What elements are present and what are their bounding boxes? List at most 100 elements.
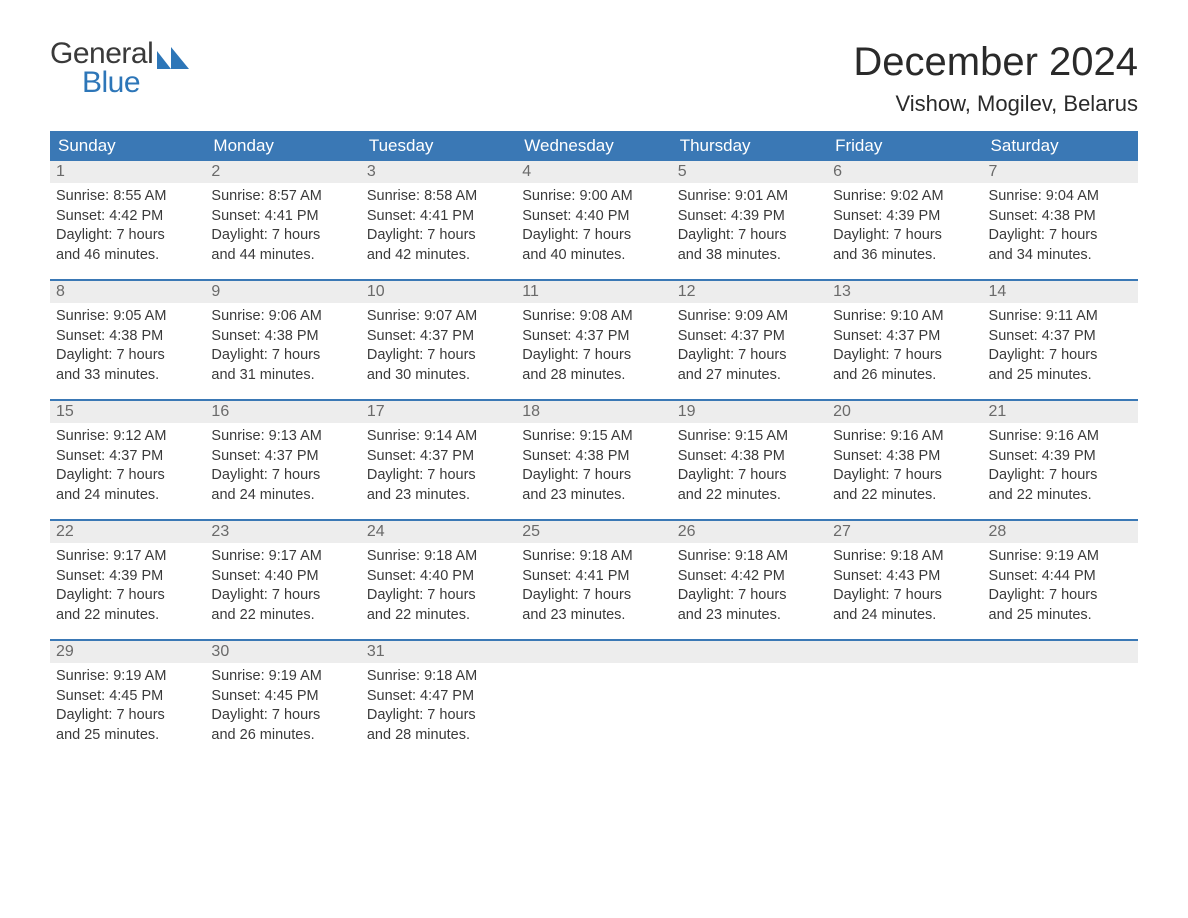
day-sunrise: Sunrise: 9:15 AM bbox=[678, 427, 821, 447]
day-header: Monday bbox=[205, 131, 360, 161]
brand-word-general: General bbox=[50, 40, 153, 69]
day-sunrise: Sunrise: 9:19 AM bbox=[211, 667, 354, 687]
week-row: 1Sunrise: 8:55 AMSunset: 4:42 PMDaylight… bbox=[50, 161, 1138, 279]
day-sunrise: Sunrise: 9:19 AM bbox=[989, 547, 1132, 567]
day-day2: and 42 minutes. bbox=[367, 246, 510, 266]
day-cell: 31Sunrise: 9:18 AMSunset: 4:47 PMDayligh… bbox=[361, 641, 516, 759]
day-day2: and 33 minutes. bbox=[56, 366, 199, 386]
day-sunset: Sunset: 4:40 PM bbox=[211, 567, 354, 587]
day-day1: Daylight: 7 hours bbox=[522, 586, 665, 606]
day-day1: Daylight: 7 hours bbox=[56, 466, 199, 486]
week-row: 15Sunrise: 9:12 AMSunset: 4:37 PMDayligh… bbox=[50, 399, 1138, 519]
day-cell: 17Sunrise: 9:14 AMSunset: 4:37 PMDayligh… bbox=[361, 401, 516, 519]
day-body: Sunrise: 8:57 AMSunset: 4:41 PMDaylight:… bbox=[205, 183, 360, 265]
day-cell bbox=[983, 641, 1138, 759]
day-sunrise: Sunrise: 9:18 AM bbox=[367, 667, 510, 687]
day-sunset: Sunset: 4:39 PM bbox=[678, 207, 821, 227]
day-sunset: Sunset: 4:37 PM bbox=[367, 327, 510, 347]
brand-text: General Blue bbox=[50, 40, 153, 97]
day-body: Sunrise: 9:05 AMSunset: 4:38 PMDaylight:… bbox=[50, 303, 205, 385]
day-sunrise: Sunrise: 9:08 AM bbox=[522, 307, 665, 327]
day-cell: 13Sunrise: 9:10 AMSunset: 4:37 PMDayligh… bbox=[827, 281, 982, 399]
day-cell: 16Sunrise: 9:13 AMSunset: 4:37 PMDayligh… bbox=[205, 401, 360, 519]
day-day2: and 26 minutes. bbox=[833, 366, 976, 386]
day-day1: Daylight: 7 hours bbox=[56, 586, 199, 606]
day-day1: Daylight: 7 hours bbox=[833, 346, 976, 366]
day-sunrise: Sunrise: 8:55 AM bbox=[56, 187, 199, 207]
day-day2: and 25 minutes. bbox=[56, 726, 199, 746]
day-body: Sunrise: 9:09 AMSunset: 4:37 PMDaylight:… bbox=[672, 303, 827, 385]
day-body: Sunrise: 9:14 AMSunset: 4:37 PMDaylight:… bbox=[361, 423, 516, 505]
daynum: 28 bbox=[983, 521, 1138, 543]
day-sunset: Sunset: 4:37 PM bbox=[211, 447, 354, 467]
header: General Blue December 2024 Vishow, Mogil… bbox=[50, 40, 1138, 117]
day-body: Sunrise: 9:06 AMSunset: 4:38 PMDaylight:… bbox=[205, 303, 360, 385]
day-day1: Daylight: 7 hours bbox=[211, 226, 354, 246]
day-body: Sunrise: 9:11 AMSunset: 4:37 PMDaylight:… bbox=[983, 303, 1138, 385]
day-sunrise: Sunrise: 8:58 AM bbox=[367, 187, 510, 207]
day-day1: Daylight: 7 hours bbox=[678, 346, 821, 366]
day-sunset: Sunset: 4:39 PM bbox=[989, 447, 1132, 467]
day-cell: 20Sunrise: 9:16 AMSunset: 4:38 PMDayligh… bbox=[827, 401, 982, 519]
day-body: Sunrise: 9:19 AMSunset: 4:44 PMDaylight:… bbox=[983, 543, 1138, 625]
brand-flag-icon bbox=[157, 47, 189, 69]
day-body: Sunrise: 9:19 AMSunset: 4:45 PMDaylight:… bbox=[205, 663, 360, 745]
day-sunrise: Sunrise: 8:57 AM bbox=[211, 187, 354, 207]
day-day1: Daylight: 7 hours bbox=[833, 466, 976, 486]
day-body: Sunrise: 9:17 AMSunset: 4:40 PMDaylight:… bbox=[205, 543, 360, 625]
day-day1: Daylight: 7 hours bbox=[367, 226, 510, 246]
day-sunrise: Sunrise: 9:06 AM bbox=[211, 307, 354, 327]
day-sunrise: Sunrise: 9:15 AM bbox=[522, 427, 665, 447]
day-sunrise: Sunrise: 9:16 AM bbox=[989, 427, 1132, 447]
brand-logo: General Blue bbox=[50, 40, 189, 97]
day-body: Sunrise: 9:12 AMSunset: 4:37 PMDaylight:… bbox=[50, 423, 205, 505]
day-body: Sunrise: 9:18 AMSunset: 4:43 PMDaylight:… bbox=[827, 543, 982, 625]
day-sunrise: Sunrise: 9:18 AM bbox=[678, 547, 821, 567]
day-day1: Daylight: 7 hours bbox=[522, 346, 665, 366]
day-sunset: Sunset: 4:37 PM bbox=[522, 327, 665, 347]
day-cell: 11Sunrise: 9:08 AMSunset: 4:37 PMDayligh… bbox=[516, 281, 671, 399]
daynum: 3 bbox=[361, 161, 516, 183]
daynum: 13 bbox=[827, 281, 982, 303]
day-body: Sunrise: 9:08 AMSunset: 4:37 PMDaylight:… bbox=[516, 303, 671, 385]
day-cell bbox=[827, 641, 982, 759]
daynum: 11 bbox=[516, 281, 671, 303]
day-day1: Daylight: 7 hours bbox=[833, 586, 976, 606]
day-sunset: Sunset: 4:45 PM bbox=[56, 687, 199, 707]
day-day2: and 46 minutes. bbox=[56, 246, 199, 266]
day-sunset: Sunset: 4:43 PM bbox=[833, 567, 976, 587]
day-day2: and 34 minutes. bbox=[989, 246, 1132, 266]
day-day1: Daylight: 7 hours bbox=[367, 466, 510, 486]
day-sunset: Sunset: 4:37 PM bbox=[56, 447, 199, 467]
daynum: 27 bbox=[827, 521, 982, 543]
day-body: Sunrise: 9:17 AMSunset: 4:39 PMDaylight:… bbox=[50, 543, 205, 625]
day-sunrise: Sunrise: 9:07 AM bbox=[367, 307, 510, 327]
day-sunrise: Sunrise: 9:16 AM bbox=[833, 427, 976, 447]
daynum: 8 bbox=[50, 281, 205, 303]
day-day2: and 22 minutes. bbox=[833, 486, 976, 506]
day-body: Sunrise: 9:18 AMSunset: 4:42 PMDaylight:… bbox=[672, 543, 827, 625]
day-day1: Daylight: 7 hours bbox=[678, 586, 821, 606]
day-cell bbox=[672, 641, 827, 759]
day-sunset: Sunset: 4:41 PM bbox=[522, 567, 665, 587]
day-sunrise: Sunrise: 9:13 AM bbox=[211, 427, 354, 447]
daynum: 6 bbox=[827, 161, 982, 183]
day-cell: 27Sunrise: 9:18 AMSunset: 4:43 PMDayligh… bbox=[827, 521, 982, 639]
day-day2: and 30 minutes. bbox=[367, 366, 510, 386]
day-sunrise: Sunrise: 9:19 AM bbox=[56, 667, 199, 687]
day-cell: 6Sunrise: 9:02 AMSunset: 4:39 PMDaylight… bbox=[827, 161, 982, 279]
daynum: 29 bbox=[50, 641, 205, 663]
day-header: Thursday bbox=[672, 131, 827, 161]
day-day1: Daylight: 7 hours bbox=[211, 706, 354, 726]
day-cell: 2Sunrise: 8:57 AMSunset: 4:41 PMDaylight… bbox=[205, 161, 360, 279]
day-day2: and 23 minutes. bbox=[367, 486, 510, 506]
day-cell: 10Sunrise: 9:07 AMSunset: 4:37 PMDayligh… bbox=[361, 281, 516, 399]
day-sunset: Sunset: 4:41 PM bbox=[367, 207, 510, 227]
daynum-bar-empty bbox=[672, 641, 827, 663]
day-sunset: Sunset: 4:37 PM bbox=[989, 327, 1132, 347]
title-block: December 2024 Vishow, Mogilev, Belarus bbox=[853, 40, 1138, 117]
day-body: Sunrise: 8:55 AMSunset: 4:42 PMDaylight:… bbox=[50, 183, 205, 265]
day-day1: Daylight: 7 hours bbox=[56, 706, 199, 726]
day-sunrise: Sunrise: 9:18 AM bbox=[833, 547, 976, 567]
daynum: 16 bbox=[205, 401, 360, 423]
